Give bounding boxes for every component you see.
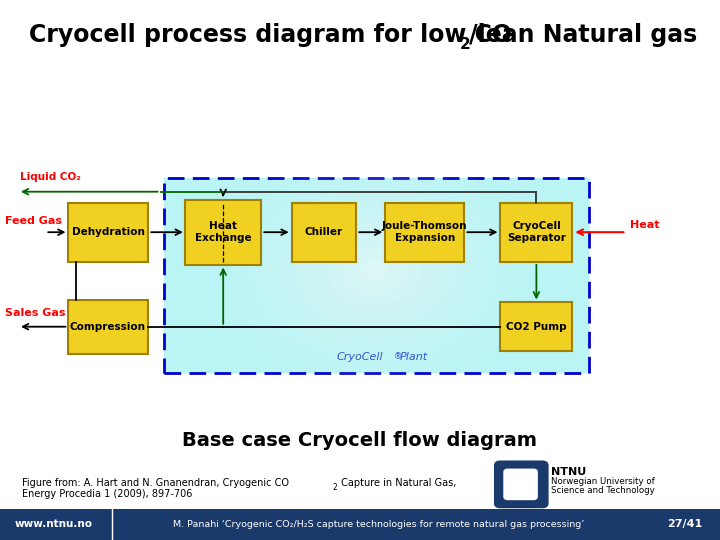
Bar	[164, 178, 589, 373]
FancyBboxPatch shape	[186, 200, 261, 265]
Bar	[164, 178, 589, 373]
Text: Liquid CO₂: Liquid CO₂	[20, 172, 81, 182]
Bar	[164, 178, 589, 373]
FancyBboxPatch shape	[504, 469, 537, 500]
Text: Cryocell process diagram for low CO: Cryocell process diagram for low CO	[29, 23, 512, 47]
Text: Energy Procedia 1 (2009), 897-706: Energy Procedia 1 (2009), 897-706	[22, 489, 192, 499]
Bar	[164, 178, 589, 373]
Bar	[164, 178, 589, 373]
Bar	[164, 178, 589, 373]
FancyBboxPatch shape	[495, 461, 548, 508]
Bar	[164, 178, 589, 373]
Text: 27/41: 27/41	[667, 519, 702, 529]
Bar	[164, 178, 589, 373]
Bar	[164, 178, 589, 373]
Bar	[164, 178, 589, 373]
Text: Plant: Plant	[400, 352, 428, 362]
Bar	[164, 178, 589, 373]
Text: Science and Technology: Science and Technology	[551, 486, 654, 495]
Circle shape	[328, 235, 420, 305]
Bar	[164, 178, 589, 373]
Text: /lean Natural gas: /lean Natural gas	[469, 23, 698, 47]
Bar	[164, 178, 589, 373]
Text: Capture in Natural Gas,: Capture in Natural Gas,	[338, 478, 456, 488]
Text: ®: ®	[394, 352, 402, 361]
Text: Chiller: Chiller	[305, 227, 343, 237]
Bar	[164, 178, 589, 373]
Circle shape	[296, 211, 453, 329]
Text: CryoCell
Separator: CryoCell Separator	[507, 221, 566, 243]
Text: NTNU: NTNU	[551, 467, 586, 477]
Text: Dehydration: Dehydration	[71, 227, 145, 237]
Bar	[164, 178, 589, 373]
Bar	[164, 178, 589, 373]
Circle shape	[360, 259, 389, 281]
Bar	[0, 509, 720, 540]
Bar	[164, 178, 589, 373]
Bar	[164, 178, 589, 373]
Text: CryoCell: CryoCell	[337, 352, 383, 362]
FancyBboxPatch shape	[68, 202, 148, 262]
Bar	[164, 178, 589, 373]
Text: www.ntnu.no: www.ntnu.no	[14, 519, 92, 529]
Bar	[164, 178, 589, 373]
FancyBboxPatch shape	[68, 300, 148, 354]
Text: CO2 Pump: CO2 Pump	[506, 322, 567, 332]
Text: Feed Gas: Feed Gas	[5, 217, 62, 226]
Text: Joule-Thomson
Expansion: Joule-Thomson Expansion	[382, 221, 467, 243]
Text: 2: 2	[459, 37, 470, 52]
Text: 2: 2	[333, 483, 338, 492]
FancyBboxPatch shape	[385, 202, 464, 262]
Bar	[164, 178, 589, 373]
FancyBboxPatch shape	[292, 202, 356, 262]
Circle shape	[264, 187, 485, 353]
Bar	[164, 178, 589, 373]
Bar	[164, 178, 589, 373]
Bar	[164, 178, 589, 373]
Circle shape	[344, 247, 405, 293]
Bar	[164, 178, 589, 373]
Text: Heat: Heat	[630, 220, 660, 230]
Circle shape	[280, 199, 469, 341]
FancyBboxPatch shape	[500, 202, 572, 262]
Bar	[164, 178, 589, 373]
Text: Base case Cryocell flow diagram: Base case Cryocell flow diagram	[182, 430, 538, 450]
FancyBboxPatch shape	[500, 302, 572, 351]
Text: Norwegian University of: Norwegian University of	[551, 477, 654, 486]
Bar	[164, 178, 589, 373]
Text: Compression: Compression	[70, 322, 146, 332]
Text: Figure from: A. Hart and N. Gnanendran, Cryogenic CO: Figure from: A. Hart and N. Gnanendran, …	[22, 478, 289, 488]
Text: M. Panahi ‘Cryogenic CO₂/H₂S capture technologies for remote natural gas process: M. Panahi ‘Cryogenic CO₂/H₂S capture tec…	[173, 520, 584, 529]
Circle shape	[312, 223, 437, 317]
Text: Sales Gas: Sales Gas	[5, 308, 66, 318]
Bar	[164, 178, 589, 373]
Bar	[164, 178, 589, 373]
Bar	[164, 178, 589, 373]
Text: Heat
Exchange: Heat Exchange	[195, 221, 251, 243]
Bar	[164, 178, 589, 373]
